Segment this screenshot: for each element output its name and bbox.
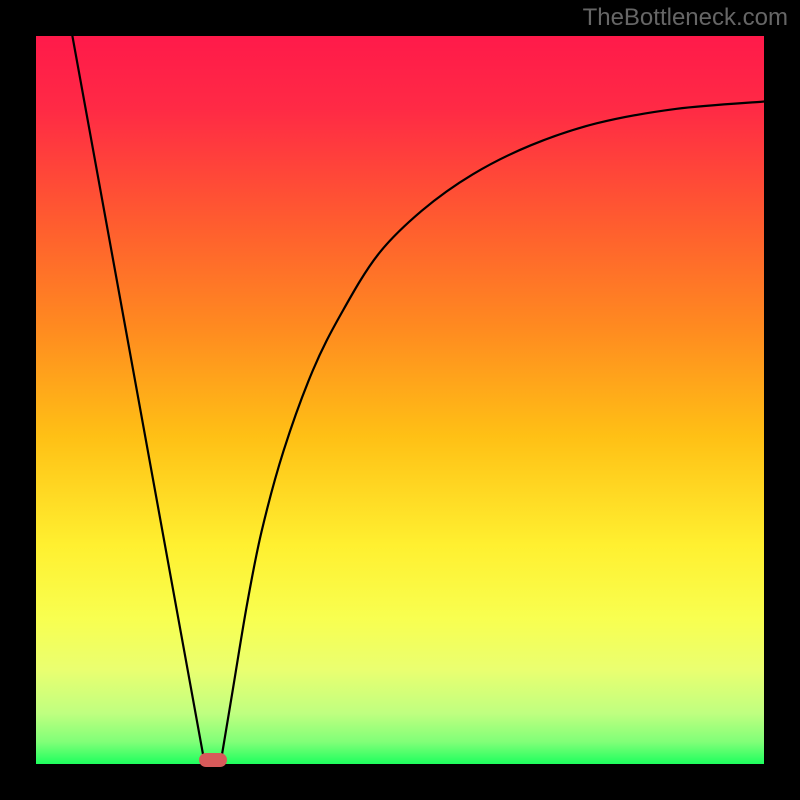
curve-layer [36, 36, 764, 764]
chart-container: TheBottleneck.com [0, 0, 800, 800]
optimum-marker [199, 753, 227, 767]
watermark-text: TheBottleneck.com [583, 4, 788, 32]
plot-area [36, 36, 764, 764]
